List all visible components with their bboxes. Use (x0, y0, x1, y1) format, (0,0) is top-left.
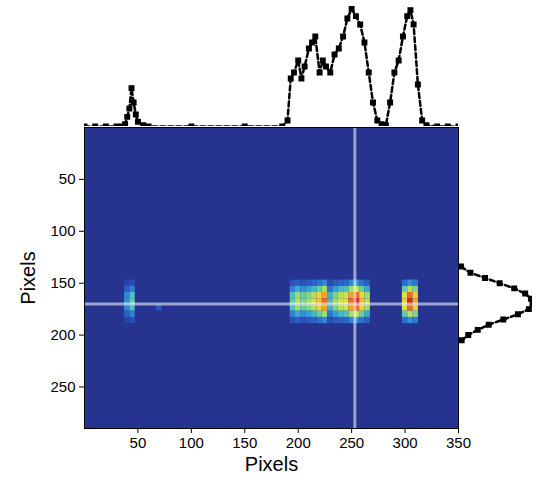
svg-text:200: 200 (50, 326, 75, 343)
svg-text:150: 150 (50, 274, 75, 291)
svg-text:100: 100 (179, 434, 204, 451)
svg-text:150: 150 (232, 434, 257, 451)
svg-text:100: 100 (50, 222, 75, 239)
svg-text:350: 350 (446, 434, 471, 451)
svg-text:Pixels: Pixels (245, 453, 298, 475)
svg-text:250: 250 (50, 378, 75, 395)
svg-text:250: 250 (339, 434, 364, 451)
svg-text:200: 200 (286, 434, 311, 451)
svg-text:Pixels: Pixels (17, 251, 39, 304)
svg-text:300: 300 (393, 434, 418, 451)
svg-text:50: 50 (59, 170, 76, 187)
svg-text:50: 50 (130, 434, 147, 451)
